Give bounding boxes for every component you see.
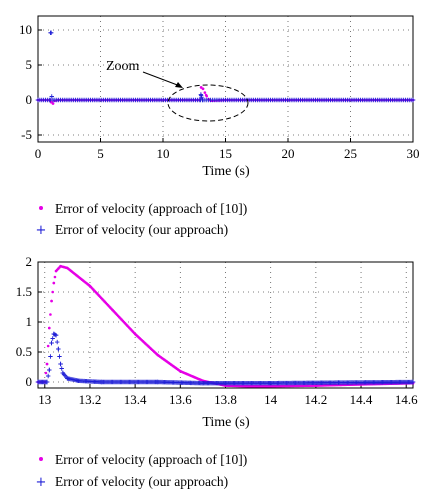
data-point-dot <box>46 344 50 348</box>
bottom-legend-label-our: Error of velocity (our approach) <box>55 474 228 489</box>
y-tick-label: 5 <box>26 57 33 72</box>
y-tick-label: 1.5 <box>16 284 32 299</box>
top-x-ticks: 0 5 10 15 20 25 30 <box>35 138 420 161</box>
data-point-dot <box>52 281 56 285</box>
y-tick-label: 0 <box>26 92 33 107</box>
data-point-plus <box>55 339 60 345</box>
data-point-dot <box>205 94 209 98</box>
x-tick-label: 0 <box>35 146 42 161</box>
data-point-plus <box>47 367 52 373</box>
data-point-plus <box>49 94 54 99</box>
zoom-ellipse <box>167 84 249 122</box>
bottom-grid <box>38 261 413 388</box>
bottom-legend-marker-approach10 <box>39 457 43 461</box>
top-legend-marker-our: + <box>36 223 47 238</box>
data-point-dot <box>44 371 48 375</box>
data-point-dot <box>53 275 57 279</box>
data-point-plus <box>58 361 63 367</box>
y-tick-label: 10 <box>19 22 32 37</box>
top-legend-marker-approach10 <box>39 206 43 210</box>
top-grid <box>37 16 414 142</box>
x-tick-label: 25 <box>344 146 357 161</box>
y-tick-label: -5 <box>21 127 32 142</box>
x-tick-label: 13.4 <box>124 392 147 407</box>
x-tick-label: 14 <box>264 392 278 407</box>
top-plot-frame <box>37 15 414 143</box>
y-tick-label: 1 <box>26 314 33 329</box>
data-point-plus <box>48 354 53 359</box>
data-point-dot <box>47 326 51 330</box>
data-point-dot <box>201 87 205 91</box>
x-tick-label: 13.2 <box>79 392 102 407</box>
bottom-y-ticks: 0 0.5 1 1.5 2 <box>16 254 42 389</box>
x-tick-label: 5 <box>97 146 104 161</box>
data-point-dot <box>199 86 203 89</box>
y-tick-label: 0.5 <box>16 344 32 359</box>
data-point-plus <box>49 340 54 346</box>
data-point-plus <box>199 95 204 100</box>
data-point-dot <box>45 362 49 366</box>
data-point-plus <box>48 30 54 35</box>
data-point-dot <box>51 290 54 294</box>
x-tick-label: 14.2 <box>304 392 327 407</box>
top-legend: Error of velocity (approach of [10]) + E… <box>36 201 248 238</box>
data-point-plus <box>53 333 59 338</box>
bottom-series-our-approach <box>35 331 416 386</box>
zoom-arrowhead <box>175 82 183 88</box>
data-point-dot <box>50 299 53 303</box>
x-tick-label: 15 <box>219 146 232 161</box>
data-point-dot <box>51 102 55 105</box>
data-point-dot <box>49 313 52 316</box>
bottom-series-approach10 <box>36 264 415 388</box>
x-tick-label: 13.8 <box>214 392 237 407</box>
data-point-plus <box>56 346 61 352</box>
data-point-plus <box>59 366 64 371</box>
y-tick-label: 0 <box>26 374 33 389</box>
data-point-plus <box>44 379 50 385</box>
x-tick-label: 20 <box>282 146 295 161</box>
x-tick-label: 10 <box>157 146 170 161</box>
data-point-plus <box>57 354 62 359</box>
top-legend-label-approach10: Error of velocity (approach of [10]) <box>55 201 247 216</box>
bottom-chart: 0 0.5 1 1.5 2 13 13.2 13.4 13.6 13.8 14 14.2 14.4 14… <box>16 254 418 430</box>
bottom-x-ticks: 13 13.2 13.4 13.6 13.8 14 14.2 14.4 14.6 <box>38 384 418 407</box>
x-tick-label: 14.4 <box>350 392 373 407</box>
data-point-plus <box>410 379 416 385</box>
bottom-x-axis-label: Time (s) <box>202 415 250 430</box>
top-legend-label-our: Error of velocity (our approach) <box>55 222 228 237</box>
bottom-legend-label-approach10: Error of velocity (approach of [10]) <box>55 452 247 467</box>
bottom-legend: Error of velocity (approach of [10]) + E… <box>36 452 248 490</box>
data-point-plus <box>50 336 55 341</box>
top-series-our-approach <box>35 30 416 103</box>
top-x-axis-label: Time (s) <box>202 164 250 179</box>
zoom-arrow <box>142 71 181 87</box>
top-y-ticks: -5 0 5 10 <box>19 22 42 142</box>
x-tick-label: 13 <box>38 392 51 407</box>
zoom-label: Zoom <box>106 59 140 74</box>
data-point-plus <box>45 373 51 379</box>
bottom-legend-marker-our: + <box>36 475 47 490</box>
bottom-plot-frame <box>37 261 414 389</box>
data-point-plus <box>410 97 416 103</box>
x-tick-label: 30 <box>407 146 420 161</box>
x-tick-label: 14.6 <box>395 392 418 407</box>
data-point-dot <box>203 91 207 94</box>
y-tick-label: 2 <box>26 254 33 269</box>
x-tick-label: 13.6 <box>169 392 192 407</box>
